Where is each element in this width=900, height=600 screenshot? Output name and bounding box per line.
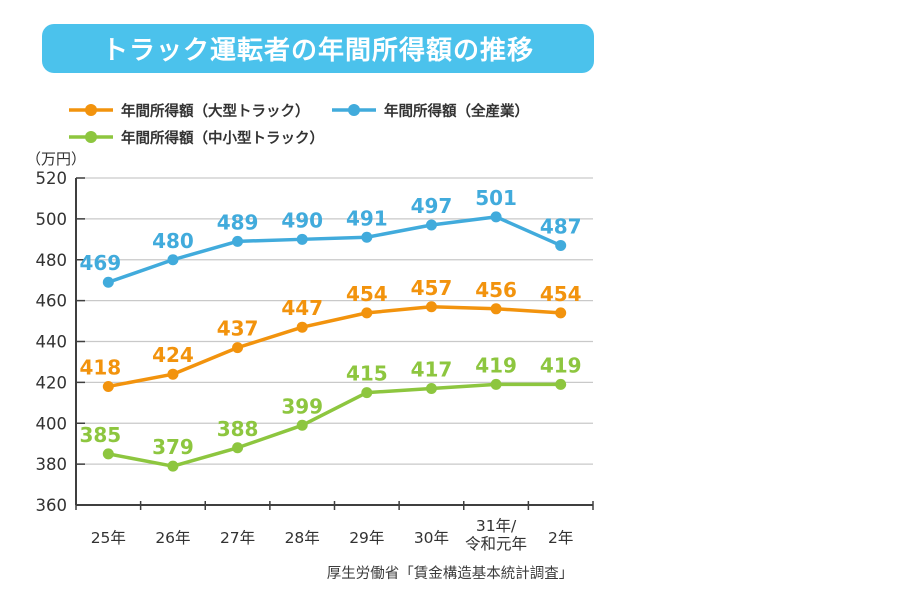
data-point-2-1 <box>167 460 179 472</box>
data-point-2-6 <box>490 378 502 390</box>
data-point-0-0 <box>102 380 114 392</box>
series-line-1 <box>106 215 563 284</box>
data-point-1-0 <box>102 276 114 288</box>
data-point-1-4 <box>361 231 373 243</box>
x-tick-label-7: 2年 <box>548 529 573 547</box>
x-tick-label-5: 30年 <box>414 529 449 547</box>
data-label-2-2: 388 <box>217 417 259 441</box>
data-point-0-4 <box>361 307 373 319</box>
data-label-0-4: 454 <box>346 282 388 306</box>
data-point-0-3 <box>296 321 308 333</box>
y-tick-label-480: 480 <box>36 251 68 270</box>
data-point-1-6 <box>490 211 502 223</box>
legend-label: 年間所得額（全産業） <box>384 103 529 120</box>
data-label-1-2: 489 <box>217 210 259 234</box>
data-label-0-6: 456 <box>475 278 517 302</box>
data-label-2-0: 385 <box>79 423 121 447</box>
y-tick-label-420: 420 <box>36 373 68 392</box>
data-point-2-3 <box>296 419 308 431</box>
x-tick-label-1: 26年 <box>155 529 190 547</box>
y-tick-label-400: 400 <box>36 414 68 433</box>
x-tick-label-4: 29年 <box>349 529 384 547</box>
data-point-1-2 <box>232 235 244 247</box>
data-label-0-0: 418 <box>79 355 121 379</box>
data-label-0-5: 457 <box>411 276 453 300</box>
data-label-0-3: 447 <box>281 296 323 320</box>
y-tick-label-460: 460 <box>36 292 68 311</box>
data-label-2-4: 415 <box>346 362 388 386</box>
y-tick-label-380: 380 <box>36 455 68 474</box>
legend-label: 年間所得額（中小型トラック） <box>121 130 324 147</box>
series-line-0 <box>106 305 563 389</box>
data-label-2-7: 419 <box>540 353 582 377</box>
data-label-0-7: 454 <box>540 282 582 306</box>
data-point-0-6 <box>490 303 502 315</box>
data-label-2-6: 419 <box>475 353 517 377</box>
data-point-2-5 <box>425 383 437 395</box>
data-label-1-1: 480 <box>152 229 194 253</box>
data-point-2-7 <box>555 378 567 390</box>
title-banner: トラック運転者の年間所得額の推移 <box>42 24 594 73</box>
x-tick-label-3: 28年 <box>285 529 320 547</box>
data-label-1-4: 491 <box>346 206 388 230</box>
legend-item-2: 年間所得額（中小型トラック） <box>68 127 331 147</box>
data-label-1-5: 497 <box>411 194 453 218</box>
source-citation: 厚生労働省「賃金構造基本統計調査」 <box>326 566 574 582</box>
data-point-2-4 <box>361 387 373 399</box>
y-tick-label-440: 440 <box>36 333 68 352</box>
legend-label: 年間所得額（大型トラック） <box>121 103 310 120</box>
legend-marker-icon <box>332 104 376 116</box>
data-label-1-3: 490 <box>281 208 323 232</box>
page-title: トラック運転者の年間所得額の推移 <box>101 36 534 66</box>
data-label-2-1: 379 <box>152 435 194 459</box>
chart-legend: 年間所得額（大型トラック） 年間所得額（全産業） 年間所得額（中小型トラック） <box>68 100 628 147</box>
data-point-2-2 <box>232 442 244 454</box>
data-point-2-0 <box>102 448 114 460</box>
data-label-2-3: 399 <box>281 394 323 418</box>
data-label-1-6: 501 <box>475 186 517 210</box>
y-tick-label-500: 500 <box>36 210 68 229</box>
data-point-0-1 <box>167 368 179 380</box>
data-point-1-3 <box>296 233 308 245</box>
x-tick-label-6: 31年/令和元年 <box>465 517 527 553</box>
y-axis-unit-label: （万円） <box>26 150 87 168</box>
x-tick-label-2: 27年 <box>220 529 255 547</box>
data-point-1-5 <box>425 219 437 231</box>
y-tick-label-360: 360 <box>36 496 68 515</box>
legend-item-1: 年間所得額（全産業） <box>331 100 628 120</box>
data-point-1-7 <box>555 239 567 251</box>
y-tick-label-520: 520 <box>36 169 68 188</box>
data-label-0-2: 437 <box>217 317 259 341</box>
data-point-0-5 <box>425 301 437 313</box>
series-line-2 <box>106 382 563 468</box>
data-label-2-5: 417 <box>411 358 453 382</box>
data-label-0-1: 424 <box>152 343 194 367</box>
legend-marker-icon <box>69 131 113 143</box>
legend-item-0: 年間所得額（大型トラック） <box>68 100 331 120</box>
legend-marker-icon <box>69 104 113 116</box>
data-point-0-2 <box>232 342 244 354</box>
data-label-1-7: 487 <box>540 214 582 238</box>
data-label-1-0: 469 <box>79 251 121 275</box>
data-point-0-7 <box>555 307 567 319</box>
x-tick-label-0: 25年 <box>91 529 126 547</box>
data-point-1-1 <box>167 254 179 266</box>
